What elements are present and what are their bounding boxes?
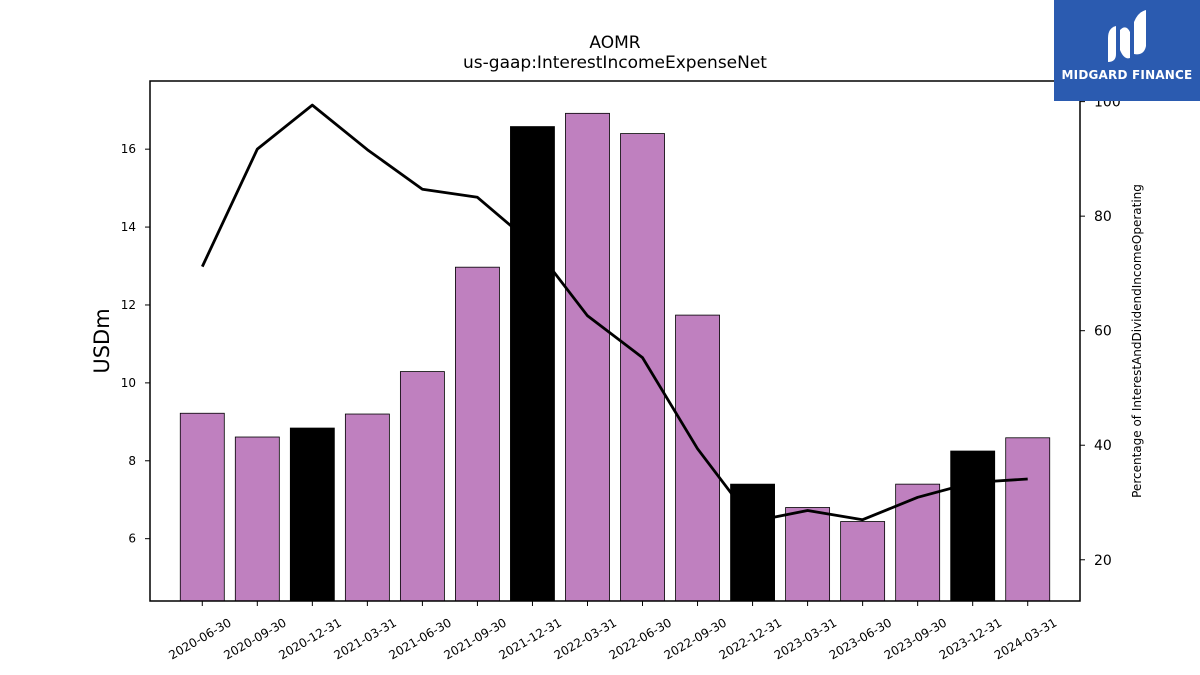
y2-axis-label: Percentage of InterestAndDividendIncomeO… (1130, 184, 1144, 498)
bar (565, 112, 610, 602)
bar (399, 371, 445, 602)
chart-subtitle: us-gaap:InterestIncomeExpenseNet (463, 53, 767, 73)
bar (344, 413, 390, 602)
logo-text: MIDGARD FINANCE (1061, 68, 1193, 82)
y-tick-label: 10 (121, 376, 136, 390)
y-tick-label: 12 (121, 298, 136, 312)
bar (179, 412, 225, 602)
bar (785, 507, 831, 602)
chart-title: AOMR (589, 33, 640, 53)
y2-tick-label: 40 (1094, 438, 1112, 454)
bar (1005, 437, 1051, 602)
bar (895, 483, 941, 602)
percentage-line (201, 103, 1028, 523)
y-tick-label: 8 (128, 454, 136, 468)
y-axis-label: USDm (90, 308, 114, 373)
bar (675, 314, 720, 602)
plot-frame (149, 80, 1081, 602)
bar (289, 427, 335, 602)
bar (840, 521, 886, 602)
bar (950, 450, 996, 602)
bar (620, 133, 665, 602)
bar (510, 126, 555, 602)
bar (234, 436, 280, 602)
x-tick-label: 2024-03-31 (992, 615, 1059, 662)
midgard-finance-logo: MIDGARD FINANCE (1054, 0, 1200, 101)
bar (455, 266, 500, 602)
y-tick-label: 16 (121, 142, 136, 156)
midgard-logo-icon (1108, 10, 1146, 62)
y-tick-label: 14 (121, 220, 136, 234)
y-tick-label: 6 (128, 532, 136, 546)
y2-tick-label: 20 (1094, 553, 1112, 569)
y2-tick-label: 60 (1094, 324, 1112, 340)
plot-area: 2020-06-302020-09-302020-12-312021-03-31… (121, 80, 1121, 662)
y2-tick-label: 80 (1094, 209, 1112, 225)
